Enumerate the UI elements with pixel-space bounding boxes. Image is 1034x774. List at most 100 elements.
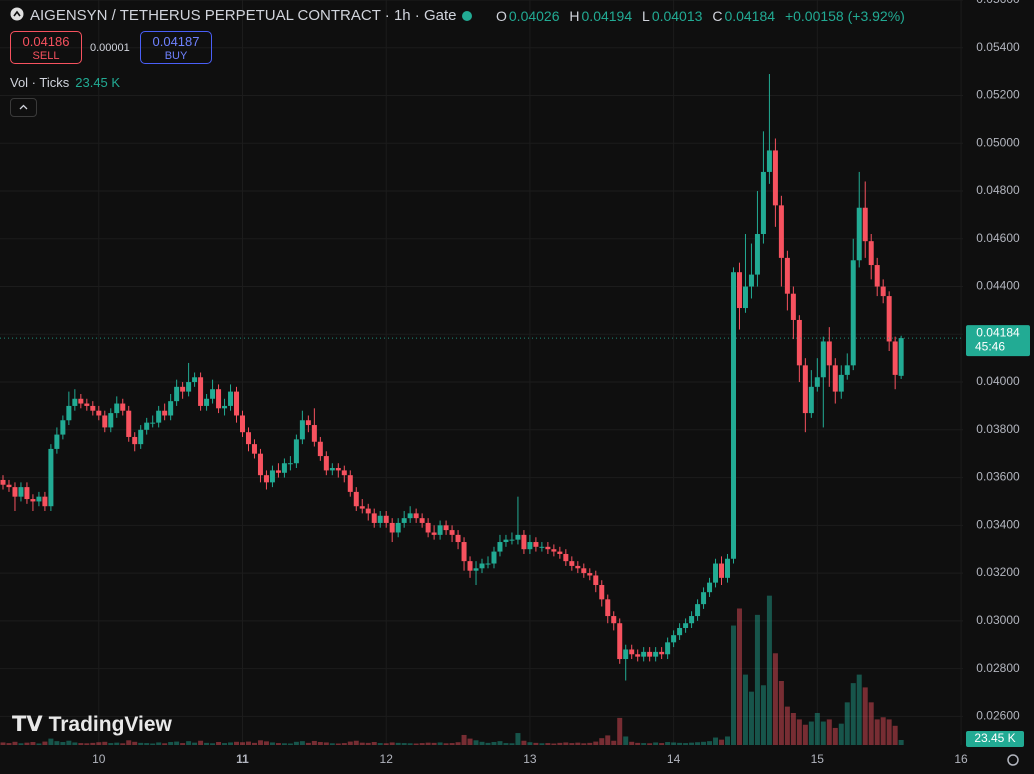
volume-bar [216,742,222,745]
volume-bar [347,741,353,745]
volume-tag [966,730,1024,747]
price-tag-value: 0.04184 [976,325,1020,339]
volume-bar [647,743,653,745]
candle-body [126,410,132,437]
volume-bar [641,743,647,745]
candle-body [485,563,491,565]
volume-bar [653,742,659,745]
candle-body [299,420,305,440]
candle-body [42,496,48,507]
sell-button[interactable]: 0.04186 SELL [10,31,82,64]
candle-body [635,654,641,657]
y-tick-label: 0.03600 [976,470,1020,484]
volume-bar [18,743,24,745]
volume-bar [593,741,599,745]
candle-body [269,470,275,483]
volume-bar [251,742,257,745]
volume-bar [677,742,683,745]
volume-bar [796,719,802,745]
volume-bar [880,717,886,745]
candle-body [868,241,874,266]
volume-bar [521,740,527,745]
ohlc-legend: O 0.04026 H 0.04194 L 0.04013 C 0.04184 +0.0… [496,8,911,24]
volume-bar [503,743,509,745]
candle-body [66,405,72,421]
candle-body [192,377,198,383]
volume-bar [96,742,102,745]
volume-bar [174,741,180,745]
candle-body [138,429,144,445]
legend-high: 0.04194 [581,8,633,24]
candle-body [234,391,240,416]
volume-bar [892,725,898,745]
volume-bar [204,742,210,745]
candle-body [796,319,802,366]
candle-body [808,386,814,414]
candle-body [736,272,742,309]
candle-body [240,415,246,433]
volume-bar [365,742,371,745]
candle-body [784,257,790,294]
candle-body [12,487,18,497]
candle-body [54,434,60,449]
candle-body [180,386,186,392]
collapse-button[interactable] [10,98,37,117]
volume-bar [6,743,12,745]
candle-body [886,296,892,342]
candle-body [533,542,539,547]
volume-bar [168,742,174,745]
candle-body [653,651,659,657]
candle-body [431,532,437,535]
volume-bar [198,740,204,745]
candle-body [593,575,599,586]
candle-body [24,487,30,500]
candle-body [353,491,359,507]
candle-body [707,582,713,593]
candle-body [30,499,36,502]
x-tick-label: 14 [667,752,681,766]
candle-body [880,286,886,297]
candle-body [228,391,234,406]
volume-bar [599,738,605,745]
symbol-header: AIGENSYN / TETHERUS PERPETUAL CONTRACT ·… [10,7,482,24]
spread: 0.00001 [90,42,130,54]
volume-bar [509,743,515,745]
candle-body [623,649,629,660]
volume-bar [323,742,329,745]
volume-bar [772,653,778,745]
buy-button[interactable]: 0.04187 BUY [140,31,212,64]
candle-body [856,207,862,261]
volume-bar [862,687,868,745]
volume-bar [665,742,671,745]
candle-body [317,441,323,457]
volume-bar [108,743,114,745]
volume-bar [293,741,299,745]
volume-bar [150,743,156,745]
candle-body [323,456,329,471]
candle-body [114,403,120,414]
candle-body [413,513,419,519]
volume-bar [72,742,78,745]
volume-bar [671,742,677,745]
volume-bar [563,742,569,745]
candle-body [641,651,647,657]
candle-body [587,573,593,576]
volume-bar [635,742,641,745]
volume-bar [54,741,60,745]
volume-bar [539,743,545,745]
volume-bar [832,727,838,745]
volume-bar [617,717,623,745]
x-tick-label: 16 [954,752,968,766]
volume-bar [437,742,443,745]
candle-body [814,377,820,387]
candle-body [216,389,222,409]
candle-body [449,530,455,535]
candle-body [305,420,311,426]
candle-body [790,293,796,320]
candle-body [569,561,575,566]
volume-bar [689,742,695,745]
candle-body [132,436,138,445]
volume-bar [802,724,808,745]
volume-bar [407,743,413,745]
candle-body [18,487,24,497]
